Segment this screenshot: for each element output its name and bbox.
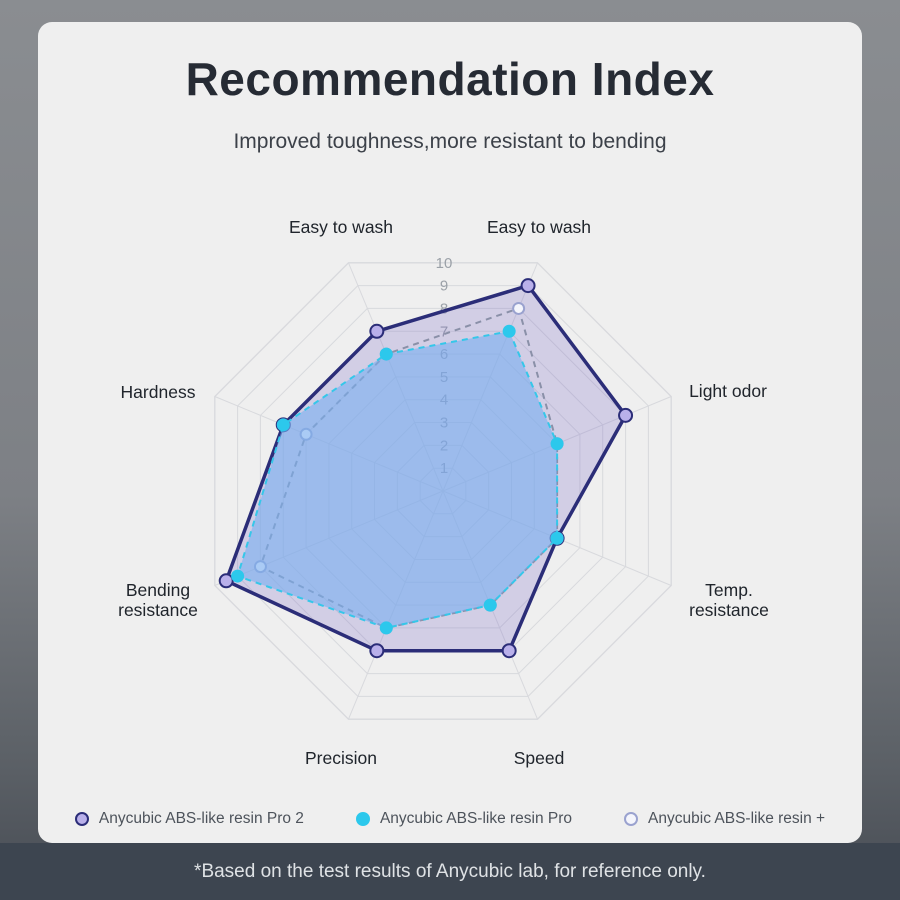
data-point	[276, 418, 290, 432]
legend-dot-resin-pro	[355, 812, 370, 826]
axis-label-temp-resistance: Temp. resistance	[689, 579, 769, 620]
data-point	[369, 643, 385, 659]
axis-label-easy-to-wash-right: Easy to wash	[486, 216, 592, 237]
data-point	[231, 569, 245, 583]
tick-label: 10	[436, 255, 453, 272]
tick-label: 9	[440, 278, 448, 295]
data-point	[502, 324, 516, 338]
legend-dot-resin-plus	[624, 812, 639, 826]
legend-item-resin-pro[interactable]: Anycubic ABS-like resin Pro	[355, 810, 573, 828]
axis-label-bending-resistance: Bending resistance	[118, 579, 198, 620]
axis-label-precision: Precision	[305, 747, 377, 768]
footer-note: *Based on the test results of Anycubic l…	[194, 860, 706, 882]
legend-dot-resin-pro-2	[74, 812, 89, 826]
footer-bar: *Based on the test results of Anycubic l…	[0, 843, 900, 900]
axis-label-light-odor: Light odor	[689, 380, 767, 401]
page-title: Recommendation Index	[185, 53, 715, 105]
data-point	[520, 278, 536, 294]
data-point	[550, 437, 564, 451]
data-point	[379, 347, 393, 361]
data-point	[218, 573, 234, 589]
data-point	[512, 301, 526, 315]
legend-label-resin-pro-2: Anycubic ABS-like resin Pro 2	[98, 810, 304, 827]
tick-label: 7	[440, 323, 448, 340]
series-2	[231, 324, 564, 635]
data-point	[550, 531, 564, 545]
series-polygon	[236, 330, 559, 629]
data-point	[379, 621, 393, 635]
legend-item-resin-plus[interactable]: Anycubic ABS-like resin +	[624, 810, 825, 828]
legend-label-resin-plus: Anycubic ABS-like resin +	[648, 810, 826, 827]
page-subtitle: Improved toughness,more resistant to ben…	[233, 130, 667, 153]
legend-item-resin-pro-2[interactable]: Anycubic ABS-like resin Pro 2	[74, 810, 304, 828]
legend-label-resin-pro: Anycubic ABS-like resin Pro	[379, 810, 573, 827]
data-point	[369, 323, 385, 339]
axis-label-speed: Speed	[513, 747, 565, 768]
chart-legend: Anycubic ABS-like resin Pro 2 Anycubic A…	[38, 810, 862, 828]
data-point	[483, 598, 497, 612]
axis-label-easy-to-wash-left: Easy to wash	[288, 216, 394, 237]
tick-label: 8	[440, 300, 448, 317]
data-point	[618, 407, 634, 423]
axis-label-hardness: Hardness	[120, 381, 196, 402]
data-point	[501, 643, 517, 659]
